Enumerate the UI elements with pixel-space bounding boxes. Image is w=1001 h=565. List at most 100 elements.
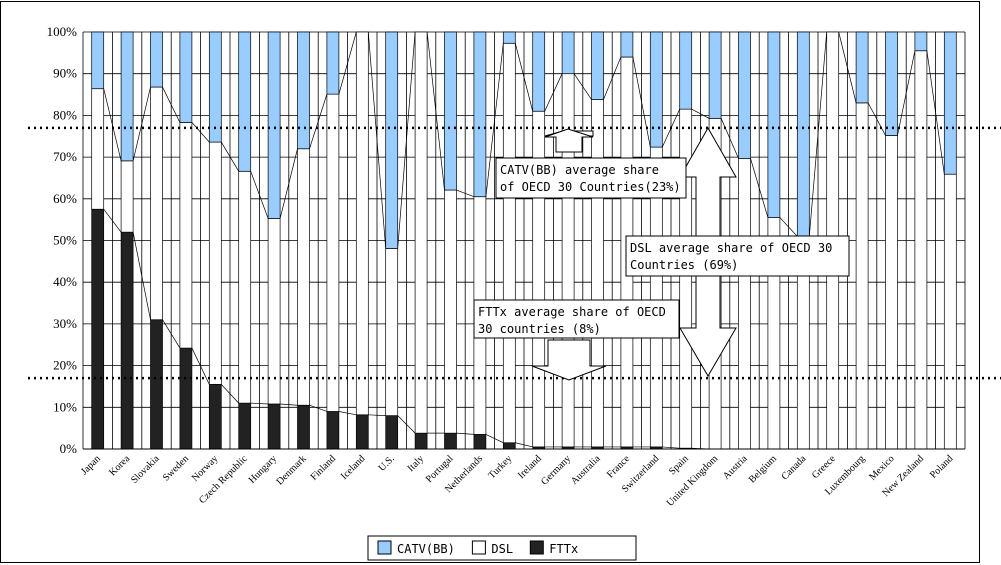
- bar-dsl-hungary: [267, 218, 281, 405]
- catv-up-arrow: [544, 128, 594, 153]
- bar-catvbb-czech-republic: [238, 31, 252, 172]
- category-label: Finland: [309, 453, 338, 482]
- series-line-dsl: [309, 94, 328, 149]
- bar-dsl-poland: [943, 173, 957, 450]
- bar-fttx-iceland: [355, 414, 369, 450]
- category-label: United Kingdom: [665, 453, 721, 509]
- bar-fttx-finland: [326, 411, 340, 450]
- bar-catvbb-ireland: [532, 31, 546, 112]
- bar-catvbb-australia: [591, 31, 604, 100]
- legend-swatch-dsl: [471, 540, 486, 555]
- dsl-annotation-line: Countries (69%): [630, 258, 738, 272]
- legend-swatch-fttx: [529, 540, 544, 555]
- bar-dsl-czech-republic: [238, 170, 252, 404]
- catv-annotation: CATV(BB) average share of OECD 30 Countri…: [495, 157, 687, 199]
- series-line-dsl: [191, 122, 210, 143]
- series-line-dsl: [603, 56, 622, 100]
- bar-catvbb-slovakia: [150, 31, 163, 88]
- bar-fttx-norway: [208, 384, 222, 450]
- catv-annotation-box: [495, 157, 687, 199]
- series-line-fttx: [191, 347, 210, 385]
- bar-dsl-austria: [738, 158, 751, 450]
- bar-catvbb-spain: [679, 31, 693, 110]
- fttx-down-arrow: [531, 339, 607, 381]
- y-tick-label: 0%: [60, 441, 78, 456]
- series-line-dsl: [897, 50, 916, 136]
- legend-swatch-catvbb: [377, 540, 392, 555]
- bar-fttx-sweden: [179, 347, 193, 450]
- dsl-annotation-line: DSL average share of OECD 30: [630, 241, 832, 255]
- bar-catvbb-new-zealand: [914, 31, 928, 52]
- series-line-dsl: [162, 86, 181, 123]
- bar-fttx-denmark: [297, 404, 310, 450]
- bar-fttx-netherlands: [473, 434, 487, 450]
- category-label: Spain: [667, 453, 691, 477]
- bar-catvbb-united-kingdom: [708, 31, 722, 119]
- bar-fttx-italy: [414, 432, 428, 450]
- series-line-dsl: [220, 141, 240, 172]
- series-line-dsl: [573, 73, 592, 100]
- bar-dsl-sweden: [179, 122, 193, 349]
- bar-catvbb-norway: [208, 31, 222, 143]
- dsl-annotation: DSL average share of OECD 30 Countries (6…: [625, 235, 850, 277]
- legend: CATV(BB) DSL FTTx: [367, 535, 637, 561]
- bar-catvbb-switzerland: [649, 31, 663, 148]
- series-line-dsl: [367, 31, 387, 249]
- y-tick-label: 50%: [53, 233, 77, 248]
- series-line-dsl: [132, 86, 151, 161]
- bar-catvbb-denmark: [297, 31, 310, 150]
- bar-dsl-japan: [91, 88, 105, 210]
- catv-annotation-line: CATV(BB) average share: [500, 163, 659, 177]
- category-label: France: [605, 453, 632, 480]
- fttx-annotation-box: [473, 299, 680, 339]
- bar-catvbb-hungary: [267, 31, 281, 219]
- category-label: Japan: [79, 453, 103, 477]
- series-line-dsl: [426, 31, 445, 191]
- bar-dsl-australia: [591, 99, 604, 448]
- bar-dsl-portugal: [444, 189, 457, 434]
- y-tick-label: 20%: [53, 358, 77, 373]
- y-tick-label: 100%: [47, 24, 78, 39]
- series-line-dsl: [808, 31, 828, 237]
- series-line-fttx: [515, 442, 533, 448]
- y-tick-label: 30%: [53, 316, 77, 331]
- category-label: Sweden: [161, 453, 191, 483]
- series-line-fttx: [103, 209, 122, 233]
- y-tick-label: 10%: [53, 399, 77, 414]
- category-label: Germany: [539, 453, 573, 487]
- legend-label-catvbb: CATV(BB): [397, 542, 455, 556]
- bar-catvbb-korea: [120, 31, 134, 162]
- category-label: Denmark: [275, 453, 309, 487]
- fttx-annotation-line: 30 countries (8%): [478, 322, 601, 336]
- bar-fttx-hungary: [267, 403, 281, 450]
- series-line-dsl: [691, 108, 710, 119]
- bar-fttx-slovakia: [150, 319, 163, 450]
- category-label: Italy: [405, 453, 426, 474]
- category-label: Ireland: [516, 453, 544, 481]
- series-line-dsl: [750, 158, 769, 218]
- bar-catvbb-netherlands: [473, 31, 487, 198]
- bar-dsl-turkey: [502, 42, 516, 444]
- bar-fttx-u-s-: [385, 415, 399, 450]
- y-tick-label: 60%: [53, 191, 77, 206]
- y-tick-label: 90%: [53, 66, 77, 81]
- series-line-dsl: [250, 171, 269, 219]
- series-line-dsl: [544, 73, 563, 112]
- bar-catvbb-portugal: [444, 31, 457, 191]
- bar-catvbb-belgium: [767, 31, 781, 218]
- series-line-fttx: [662, 446, 680, 449]
- bar-dsl-iceland: [355, 31, 369, 416]
- dsl-annotation-box: [625, 235, 850, 277]
- series-line-fttx: [368, 414, 386, 416]
- fttx-annotation-line: FTTx average share of OECD: [478, 305, 666, 319]
- bar-dsl-slovakia: [150, 86, 163, 321]
- bar-fttx-czech-republic: [238, 402, 252, 450]
- category-label: Iceland: [339, 453, 368, 482]
- bar-catvbb-luxembourg: [855, 31, 869, 104]
- series-line-fttx: [338, 411, 357, 416]
- series-line-fttx: [162, 319, 181, 349]
- category-label: Belgium: [747, 453, 779, 485]
- bar-dsl-luxembourg: [855, 102, 869, 450]
- bar-catvbb-finland: [326, 31, 340, 95]
- category-label: Turkey: [486, 453, 514, 481]
